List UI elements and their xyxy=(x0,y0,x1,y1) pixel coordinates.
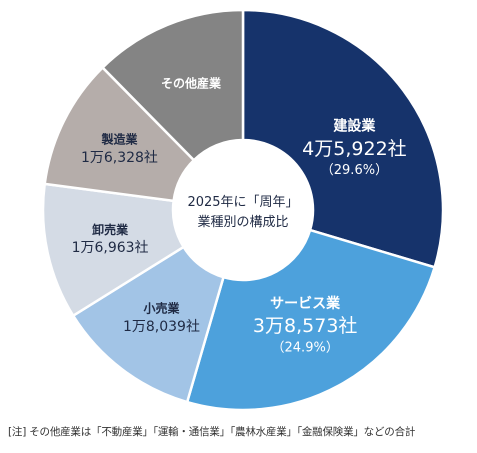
slice-label-0: 建設業 xyxy=(333,118,376,135)
slice-percent-1: （24.9%） xyxy=(272,340,339,355)
slice-label-1: サービス業 xyxy=(270,295,341,312)
slice-value-4: 1万6,328社 xyxy=(81,150,158,166)
donut-center xyxy=(173,140,313,280)
footnote: [注] その他産業は「不動産業」「運輸・通信業」「農林水産業」「金融保険業」など… xyxy=(8,426,416,438)
slice-label-2: 小売業 xyxy=(143,301,180,316)
slice-value-0: 4万5,922社 xyxy=(302,138,406,160)
center-title-line-0: 2025年に「周年」 xyxy=(187,195,298,210)
slice-value-3: 1万6,963社 xyxy=(72,240,149,256)
center-title-line-1: 業種別の構成比 xyxy=(197,214,288,230)
slice-label-5: その他産業 xyxy=(161,76,222,91)
slice-label-4: 製造業 xyxy=(100,132,138,147)
slice-label-3: 卸売業 xyxy=(92,222,129,237)
slice-percent-0: （29.6%） xyxy=(321,163,388,178)
slice-value-2: 1万8,039社 xyxy=(123,319,200,335)
slice-value-1: 3万8,573社 xyxy=(253,315,357,337)
